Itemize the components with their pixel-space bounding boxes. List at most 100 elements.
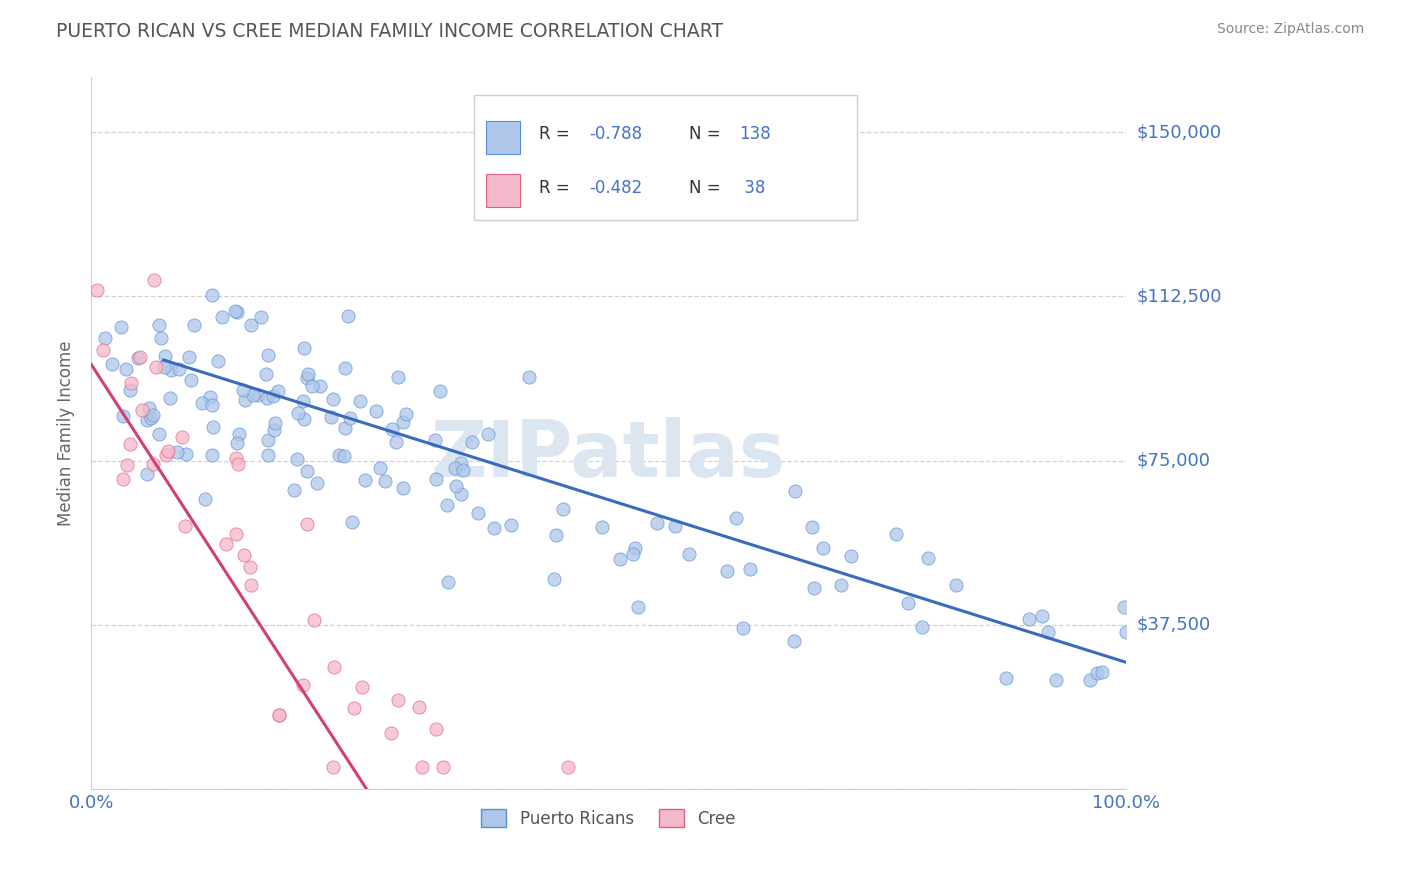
Point: [621, 548, 644, 562]
Y-axis label: Median Family Income: Median Family Income: [58, 341, 75, 526]
Point: [190, 396, 212, 410]
Legend: Puerto Ricans, Cree: Puerto Ricans, Cree: [475, 803, 742, 834]
Point: [995, 671, 1018, 685]
Point: [322, 760, 344, 774]
Point: [461, 435, 484, 450]
Point: [225, 527, 247, 541]
Point: [201, 448, 224, 462]
Point: [139, 411, 162, 425]
Point: [239, 560, 262, 574]
FancyBboxPatch shape: [474, 95, 856, 219]
Point: [225, 450, 247, 465]
Point: [725, 511, 748, 525]
Point: [333, 449, 356, 463]
Point: [148, 427, 170, 442]
FancyBboxPatch shape: [486, 174, 520, 207]
Point: [183, 318, 205, 332]
Point: [110, 319, 132, 334]
Text: PUERTO RICAN VS CREE MEDIAN FAMILY INCOME CORRELATION CHART: PUERTO RICAN VS CREE MEDIAN FAMILY INCOM…: [56, 22, 723, 41]
Point: [215, 537, 238, 551]
Point: [450, 487, 472, 501]
Point: [374, 475, 396, 489]
Point: [283, 483, 305, 497]
Point: [339, 411, 361, 425]
Point: [153, 349, 176, 363]
Point: [333, 360, 356, 375]
Point: [408, 700, 430, 714]
Point: [482, 521, 505, 535]
Point: [609, 552, 631, 566]
Point: [411, 760, 433, 774]
Point: [322, 660, 344, 674]
Point: [349, 394, 371, 409]
Text: ZIPatlas: ZIPatlas: [430, 417, 786, 492]
Point: [340, 515, 363, 529]
Point: [591, 520, 613, 534]
Point: [201, 420, 224, 434]
Point: [385, 435, 408, 450]
Point: [553, 502, 575, 516]
Point: [297, 370, 319, 384]
Point: [115, 362, 138, 376]
Point: [557, 760, 579, 774]
Point: [291, 678, 314, 692]
Text: $75,000: $75,000: [1137, 451, 1211, 470]
Point: [256, 392, 278, 406]
Text: $37,500: $37,500: [1137, 616, 1211, 634]
Point: [451, 462, 474, 476]
Point: [226, 436, 249, 450]
Point: [155, 448, 177, 462]
Point: [120, 376, 142, 391]
Point: [917, 551, 939, 566]
Point: [380, 421, 402, 435]
Text: 38: 38: [738, 178, 765, 197]
Point: [160, 363, 183, 377]
Point: [800, 520, 823, 534]
Point: [267, 708, 290, 723]
Point: [291, 393, 314, 408]
Point: [425, 472, 447, 486]
Point: [156, 444, 179, 458]
Point: [1036, 624, 1059, 639]
Point: [364, 404, 387, 418]
Point: [830, 578, 852, 592]
Point: [201, 287, 224, 301]
Point: [343, 701, 366, 715]
Point: [292, 412, 315, 426]
Point: [543, 572, 565, 586]
Point: [884, 526, 907, 541]
Point: [91, 343, 114, 357]
Point: [297, 367, 319, 381]
Point: [246, 388, 269, 402]
Point: [174, 447, 197, 461]
Point: [1045, 673, 1067, 687]
Point: [287, 406, 309, 420]
Point: [207, 354, 229, 368]
Point: [224, 303, 246, 318]
Point: [783, 483, 806, 498]
Point: [198, 390, 221, 404]
Point: [425, 722, 447, 736]
Point: [292, 341, 315, 355]
Point: [626, 600, 648, 615]
Point: [897, 596, 920, 610]
Point: [368, 460, 391, 475]
Point: [429, 384, 451, 398]
Point: [180, 373, 202, 387]
Point: [211, 310, 233, 324]
Point: [444, 479, 467, 493]
Point: [623, 541, 645, 555]
Point: [285, 452, 308, 467]
Point: [1078, 673, 1101, 687]
Point: [302, 613, 325, 627]
Point: [257, 433, 280, 447]
Point: [159, 392, 181, 406]
Point: [136, 467, 159, 482]
Point: [1031, 608, 1053, 623]
Point: [295, 464, 318, 478]
Point: [394, 407, 416, 421]
Point: [352, 680, 374, 694]
Point: [138, 401, 160, 415]
Point: [166, 445, 188, 459]
Point: [143, 272, 166, 286]
